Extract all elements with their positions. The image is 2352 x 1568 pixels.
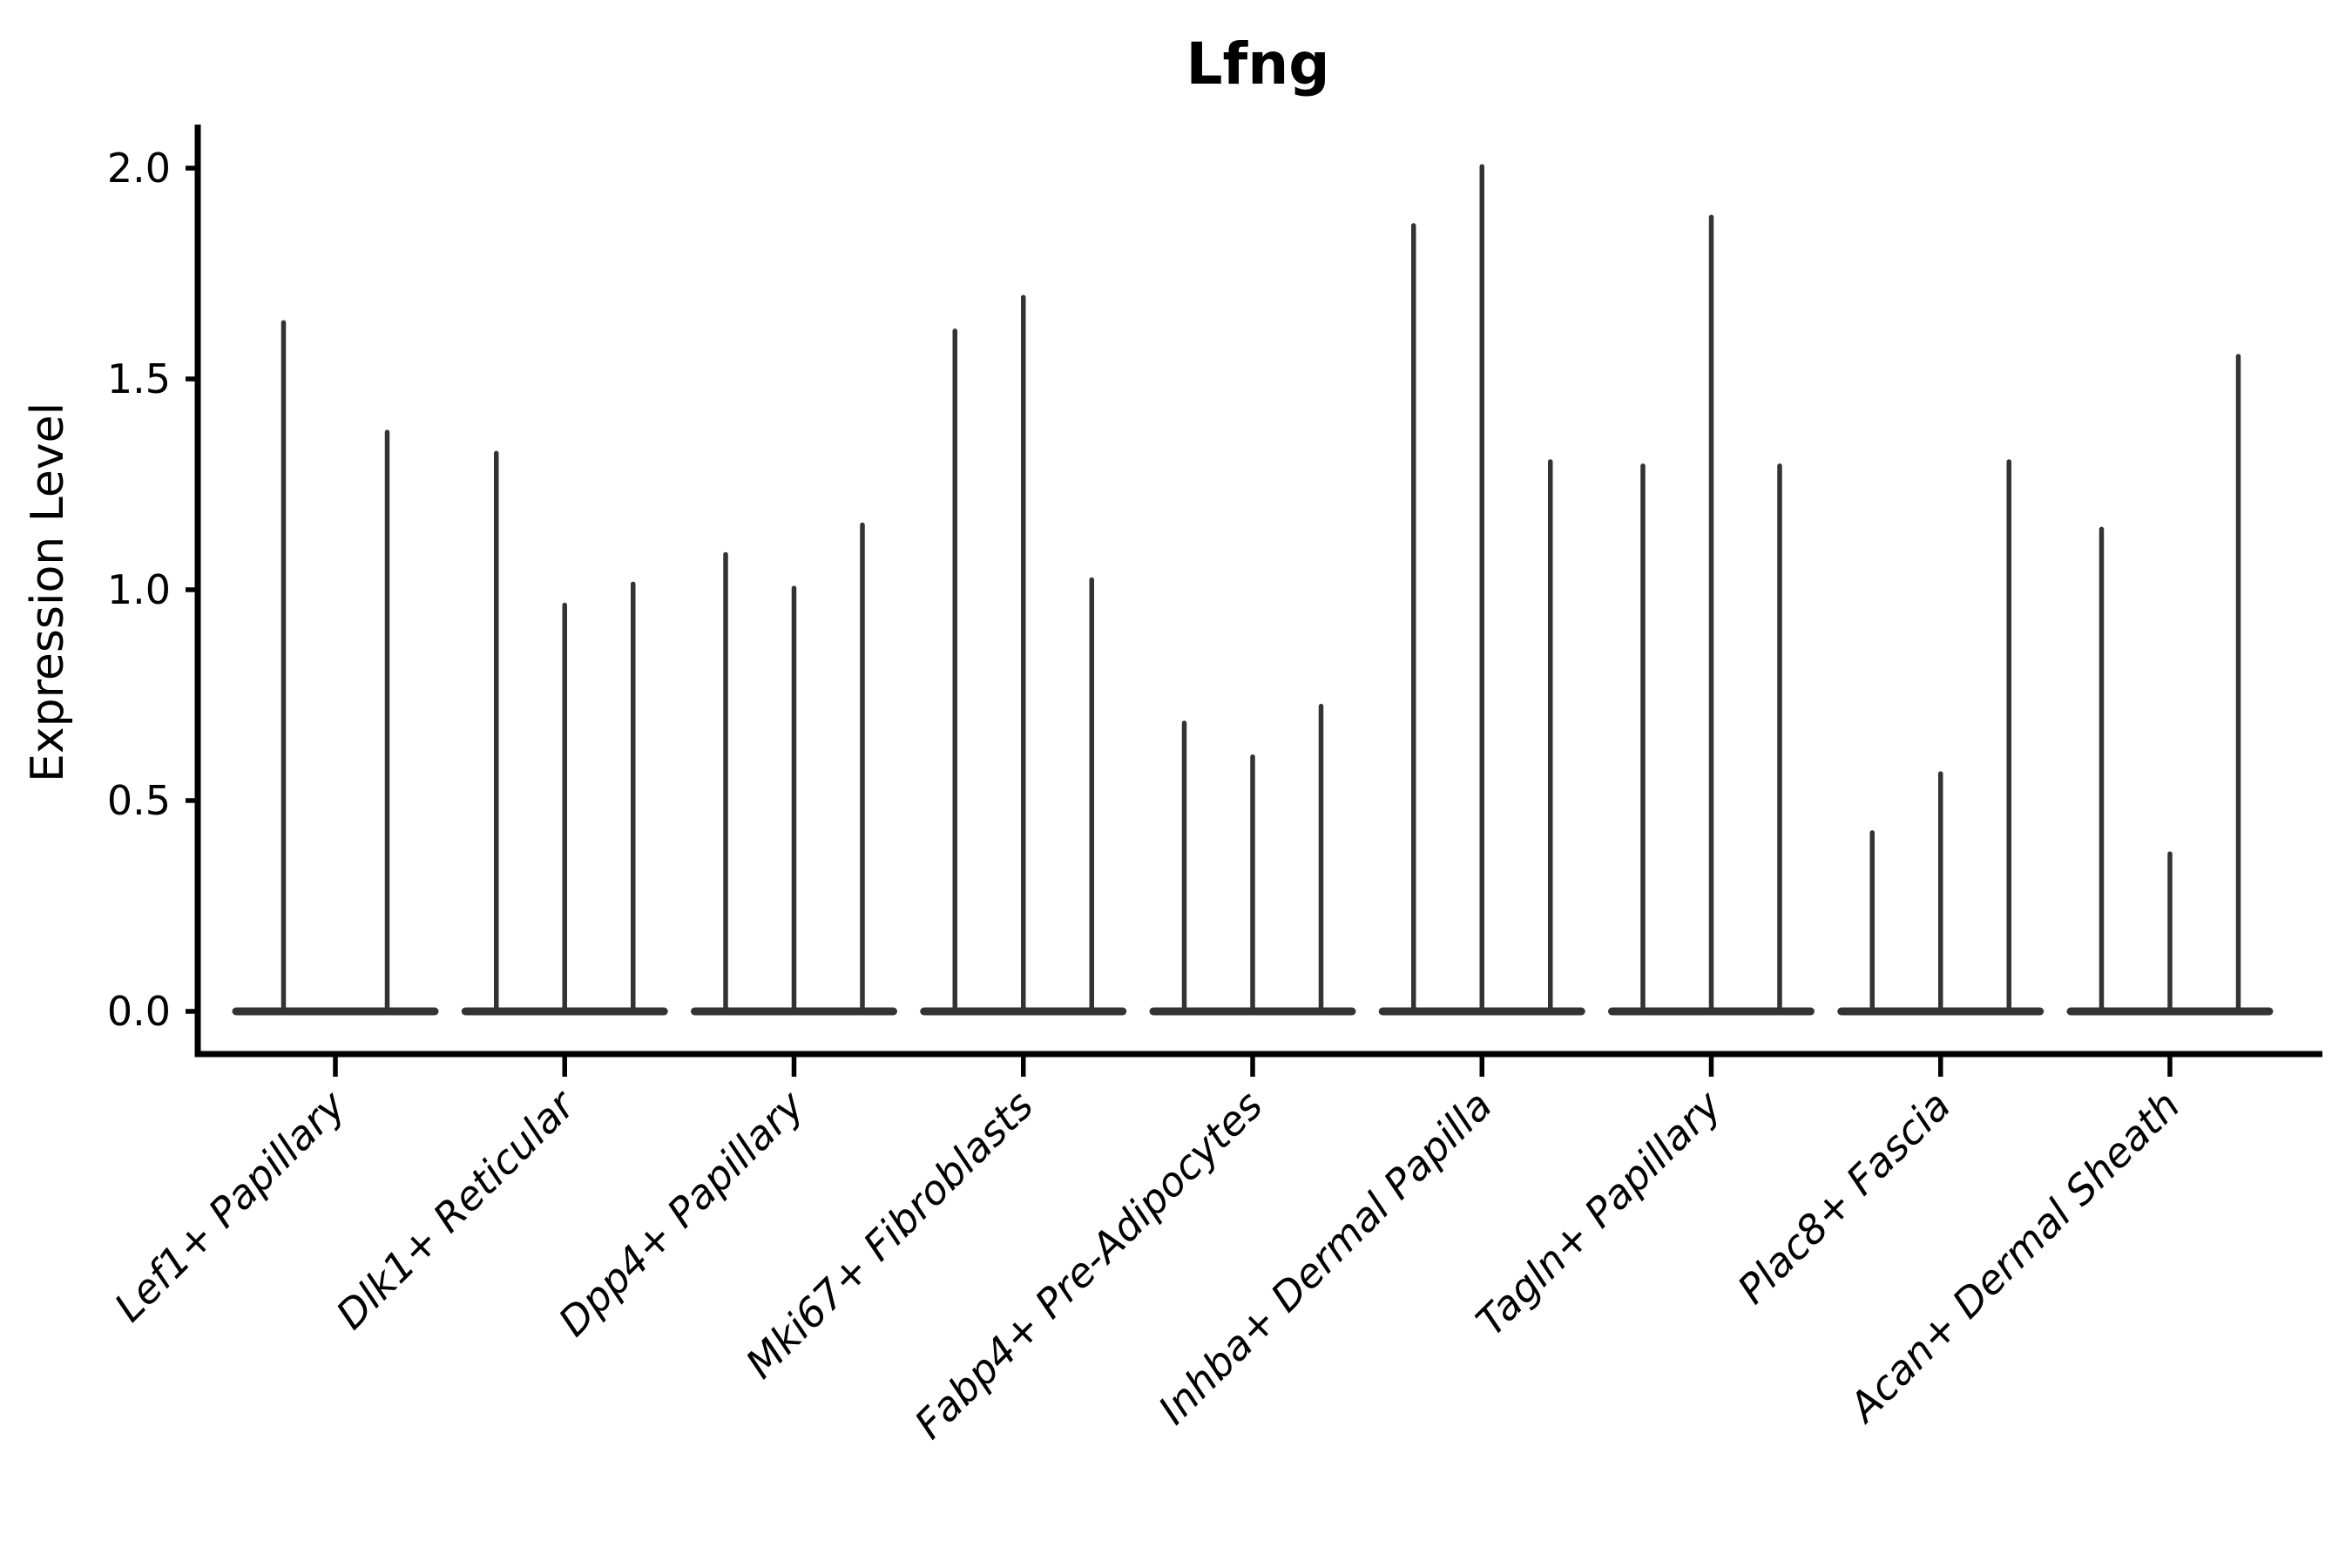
y-tick-label: 1.5 xyxy=(107,355,171,402)
violin-group xyxy=(232,320,439,1016)
x-tick-label: Lef1+ Papillary xyxy=(105,1081,355,1330)
violin-group xyxy=(1149,703,1356,1016)
y-tick-label: 0.0 xyxy=(107,988,171,1035)
y-tick-label: 1.0 xyxy=(107,566,171,613)
violin-group xyxy=(920,294,1127,1016)
violin-group xyxy=(1378,164,1585,1016)
violin-group xyxy=(2066,354,2274,1016)
y-tick-label: 0.5 xyxy=(107,777,171,824)
x-tick-label: Dpp4+ Papillary xyxy=(550,1081,814,1345)
y-axis-label: Expression Level xyxy=(22,402,74,782)
x-tick-label: Dlk1+ Reticular xyxy=(327,1079,585,1338)
violin-group xyxy=(1837,459,2044,1016)
violin-group xyxy=(461,450,668,1016)
y-tick-label: 2.0 xyxy=(107,145,171,192)
x-tick-label: Tagln+ Papillary xyxy=(1467,1081,1731,1345)
x-tick-label: Plac8+ Fascia xyxy=(1728,1082,1959,1313)
violin-group xyxy=(691,522,897,1016)
violin-group xyxy=(1608,214,1815,1016)
plot-title: Lfng xyxy=(1186,30,1330,98)
